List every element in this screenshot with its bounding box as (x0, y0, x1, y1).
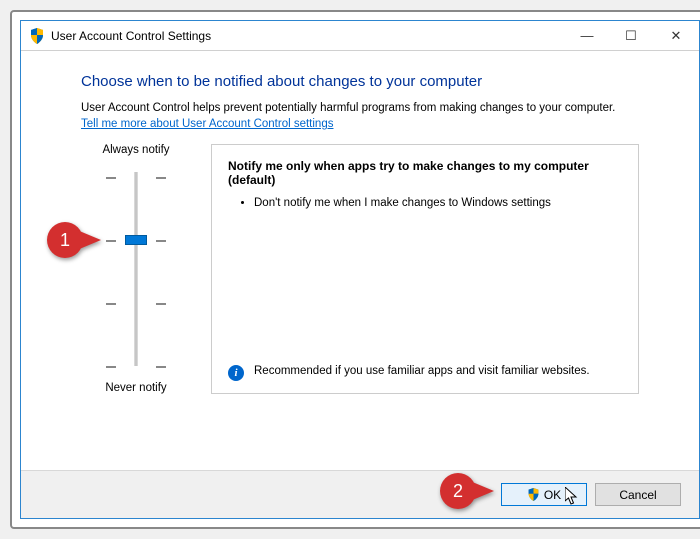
screenshot-frame: User Account Control Settings — ☐ ✕ Choo… (10, 10, 700, 529)
page-heading: Choose when to be notified about changes… (81, 73, 639, 90)
titlebar[interactable]: User Account Control Settings — ☐ ✕ (21, 21, 699, 51)
level-recommendation: i Recommended if you use familiar apps a… (228, 355, 622, 381)
level-description-box: Notify me only when apps try to make cha… (211, 144, 639, 394)
annotation-tail (77, 230, 101, 250)
page-description: User Account Control helps prevent poten… (81, 102, 639, 114)
main-row: Always notify Never notify Notify me onl… (81, 144, 639, 394)
annotation-callout-2: 2 (440, 473, 494, 509)
slider-column: Always notify Never notify (81, 144, 191, 394)
window-controls: — ☐ ✕ (565, 21, 699, 50)
cancel-label: Cancel (619, 488, 656, 502)
slider-tick (106, 366, 166, 368)
ok-label: OK (544, 488, 561, 502)
level-bullets: Don't notify me when I make changes to W… (240, 197, 622, 213)
slider-track (135, 172, 138, 366)
shield-icon (29, 28, 45, 44)
info-icon: i (228, 365, 244, 381)
slider-thumb[interactable] (125, 235, 147, 245)
close-button[interactable]: ✕ (653, 21, 699, 50)
notification-slider[interactable] (106, 164, 166, 374)
footer: OK Cancel (21, 470, 699, 518)
slider-bottom-label: Never notify (81, 382, 191, 394)
maximize-button[interactable]: ☐ (609, 21, 653, 50)
annotation-tail (470, 481, 494, 501)
slider-tick (106, 303, 166, 305)
window-title: User Account Control Settings (51, 29, 565, 43)
annotation-callout-1: 1 (47, 222, 101, 258)
slider-top-label: Always notify (81, 144, 191, 156)
content-area: Choose when to be notified about changes… (21, 51, 699, 470)
slider-tick (106, 177, 166, 179)
ok-button[interactable]: OK (501, 483, 587, 506)
level-bullet: Don't notify me when I make changes to W… (254, 197, 622, 209)
cancel-button[interactable]: Cancel (595, 483, 681, 506)
level-title: Notify me only when apps try to make cha… (228, 159, 622, 187)
uac-window: User Account Control Settings — ☐ ✕ Choo… (20, 20, 700, 519)
shield-icon (527, 488, 540, 501)
recommendation-text: Recommended if you use familiar apps and… (254, 365, 590, 377)
learn-more-link[interactable]: Tell me more about User Account Control … (81, 118, 333, 130)
minimize-button[interactable]: — (565, 21, 609, 50)
